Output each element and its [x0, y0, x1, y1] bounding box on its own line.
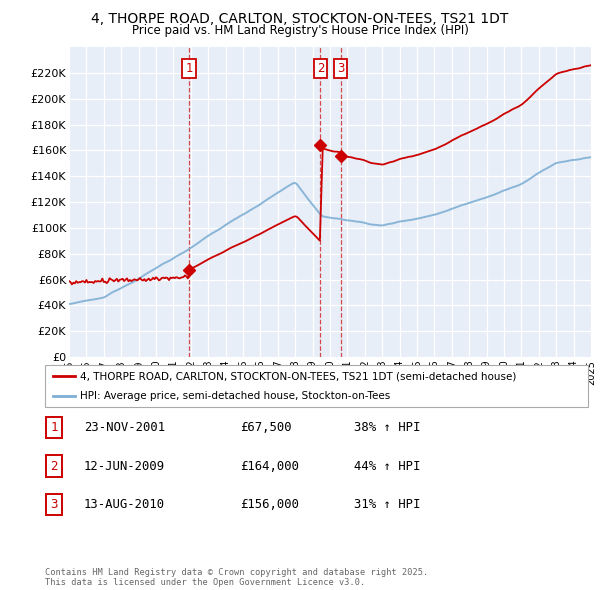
Text: 2: 2: [50, 460, 58, 473]
Text: Contains HM Land Registry data © Crown copyright and database right 2025.
This d: Contains HM Land Registry data © Crown c…: [45, 568, 428, 587]
Text: 3: 3: [50, 498, 58, 511]
Text: 3: 3: [337, 63, 344, 76]
Text: 31% ↑ HPI: 31% ↑ HPI: [354, 498, 421, 511]
FancyBboxPatch shape: [46, 494, 62, 515]
FancyBboxPatch shape: [46, 417, 62, 438]
Text: 4, THORPE ROAD, CARLTON, STOCKTON-ON-TEES, TS21 1DT (semi-detached house): 4, THORPE ROAD, CARLTON, STOCKTON-ON-TEE…: [80, 371, 517, 381]
Text: HPI: Average price, semi-detached house, Stockton-on-Tees: HPI: Average price, semi-detached house,…: [80, 391, 391, 401]
Text: 44% ↑ HPI: 44% ↑ HPI: [354, 460, 421, 473]
FancyBboxPatch shape: [45, 365, 588, 407]
Text: Price paid vs. HM Land Registry's House Price Index (HPI): Price paid vs. HM Land Registry's House …: [131, 24, 469, 37]
Text: 1: 1: [185, 63, 193, 76]
Text: 23-NOV-2001: 23-NOV-2001: [84, 421, 165, 434]
FancyBboxPatch shape: [46, 455, 62, 477]
Text: £156,000: £156,000: [240, 498, 299, 511]
Text: 38% ↑ HPI: 38% ↑ HPI: [354, 421, 421, 434]
Text: £67,500: £67,500: [240, 421, 292, 434]
Text: £164,000: £164,000: [240, 460, 299, 473]
Text: 12-JUN-2009: 12-JUN-2009: [84, 460, 165, 473]
Text: 1: 1: [50, 421, 58, 434]
Text: 4, THORPE ROAD, CARLTON, STOCKTON-ON-TEES, TS21 1DT: 4, THORPE ROAD, CARLTON, STOCKTON-ON-TEE…: [91, 12, 509, 26]
Text: 2: 2: [317, 63, 324, 76]
Text: 13-AUG-2010: 13-AUG-2010: [84, 498, 165, 511]
